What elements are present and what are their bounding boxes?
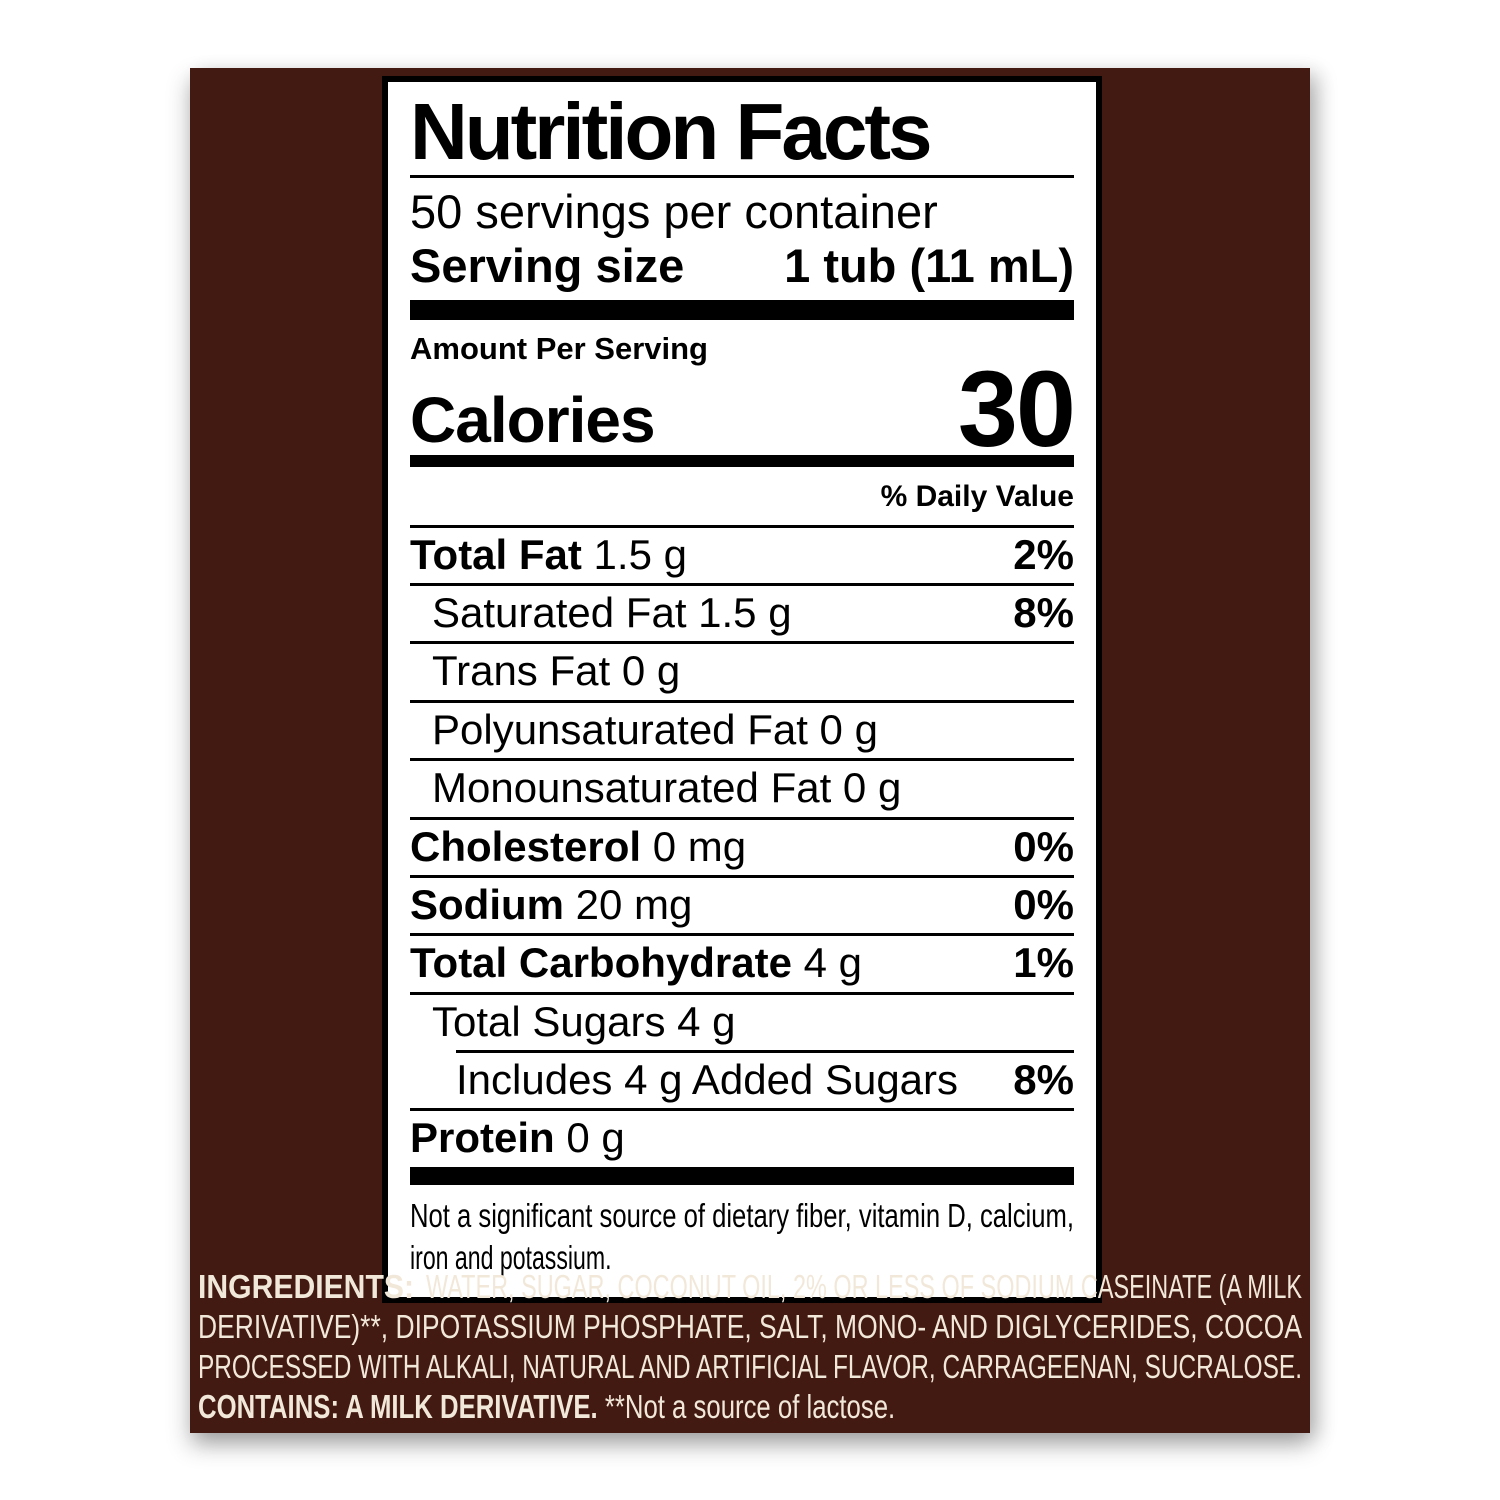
- nutrient-row-protein: Protein 0 g: [410, 1111, 1074, 1166]
- daily-value-header: % Daily Value: [880, 479, 1074, 513]
- lactose-note: **Not a source of lactose.: [598, 1389, 895, 1426]
- panel-title: Nutrition Facts: [410, 87, 932, 176]
- contains-label: CONTAINS: A MILK DERIVATIVE.: [198, 1389, 598, 1426]
- contains-line: CONTAINS: A MILK DERIVATIVE. **Not a sou…: [198, 1389, 895, 1426]
- nutrient-row-total-sugars: Total Sugars 4 g: [410, 995, 1074, 1050]
- daily-value-percent: 8%: [1013, 588, 1074, 636]
- row-divider: [410, 641, 1074, 645]
- nutrient-name-amount: Cholesterol 0 mg: [410, 822, 747, 870]
- section-bar-bottom: [410, 1166, 1074, 1185]
- ingredients-block: INGREDIENTS: WATER, SUGAR, COCONUT OIL, …: [198, 1272, 1302, 1426]
- nutrient-row-saturated-fat: Saturated Fat 1.5 g 8%: [410, 586, 1074, 641]
- servings-per-container: 50 servings per container: [410, 185, 938, 238]
- nutrient-name-amount: Total Carbohydrate 4 g: [410, 939, 862, 987]
- daily-value-percent: 0%: [1013, 880, 1074, 928]
- daily-value-percent: 0%: [1013, 822, 1074, 870]
- serving-size-row: Serving size 1 tub (11 mL): [410, 238, 1074, 293]
- footnote-line2: iron and potassium.: [410, 1240, 611, 1277]
- daily-value-percent: 8%: [1013, 1056, 1074, 1104]
- serving-size-label: Serving size: [410, 238, 685, 292]
- row-divider: [410, 816, 1074, 820]
- row-divider: [410, 874, 1074, 878]
- nutrient-name-amount: Includes 4 g Added Sugars: [456, 1056, 959, 1104]
- nutrient-name-amount: Total Fat 1.5 g: [410, 530, 687, 578]
- row-divider: [410, 699, 1074, 703]
- amount-per-serving-label: Amount Per Serving: [410, 331, 708, 367]
- nutrient-name-amount: Monounsaturated Fat 0 g: [432, 764, 902, 812]
- row-divider: [456, 1050, 1074, 1054]
- nutrient-name-amount: Total Sugars 4 g: [432, 997, 736, 1045]
- footnote-line1: Not a significant source of dietary fibe…: [410, 1197, 1074, 1234]
- daily-value-percent: 1%: [1013, 939, 1074, 987]
- nutrient-row-sodium: Sodium 20 mg 0%: [410, 878, 1074, 933]
- nutrient-name-amount: Saturated Fat 1.5 g: [432, 588, 792, 636]
- daily-value-percent: 2%: [1013, 530, 1074, 578]
- calories-value: 30: [957, 348, 1076, 470]
- row-divider: [410, 524, 1074, 528]
- nutrient-name-amount: Protein 0 g: [410, 1114, 625, 1162]
- ingredients-line1: WATER, SUGAR, COCONUT OIL, 2% OR LESS OF…: [426, 1272, 1302, 1305]
- row-divider: [410, 758, 1074, 762]
- nutrient-name-amount: Polyunsaturated Fat 0 g: [432, 705, 878, 753]
- footnote: Not a significant source of dietary fibe…: [410, 1197, 1074, 1277]
- row-divider: [410, 991, 1074, 995]
- ingredients-label: INGREDIENTS:: [198, 1272, 414, 1305]
- nutrient-row-monounsaturated-fat: Monounsaturated Fat 0 g: [410, 761, 1074, 816]
- nutrition-facts-panel: Nutrition Facts 50 servings per containe…: [382, 76, 1102, 1303]
- nutrient-row-total-fat: Total Fat 1.5 g 2%: [410, 528, 1074, 583]
- nutrient-row-total-carbohydrate: Total Carbohydrate 4 g 1%: [410, 936, 1074, 991]
- row-divider: [410, 933, 1074, 937]
- row-divider: [410, 1108, 1074, 1112]
- nutrient-row-trans-fat: Trans Fat 0 g: [410, 644, 1074, 699]
- nutrient-row-includes-4-g-added-sugars: Includes 4 g Added Sugars 8%: [410, 1053, 1074, 1108]
- nutrient-row-cholesterol: Cholesterol 0 mg 0%: [410, 820, 1074, 875]
- section-bar-medium: [410, 454, 1074, 467]
- nutrient-name-amount: Trans Fat 0 g: [432, 647, 681, 695]
- section-bar-thick: [410, 300, 1074, 321]
- calories-row: Calories 30: [410, 348, 1076, 470]
- product-package-background: Nutrition Facts 50 servings per containe…: [190, 68, 1310, 1433]
- row-divider: [410, 582, 1074, 586]
- nutrient-name-amount: Sodium 20 mg: [410, 880, 693, 928]
- ingredients-line3: PROCESSED WITH ALKALI, NATURAL AND ARTIF…: [198, 1348, 1302, 1385]
- title-divider: [410, 175, 1074, 178]
- nutrient-row-polyunsaturated-fat: Polyunsaturated Fat 0 g: [410, 703, 1074, 758]
- serving-size-value: 1 tub (11 mL): [784, 238, 1074, 292]
- ingredients-line2: DERIVATIVE)**, DIPOTASSIUM PHOSPHATE, SA…: [198, 1308, 1302, 1345]
- nutrient-rows: Total Fat 1.5 g 2% Saturated Fat 1.5 g 8% Tr…: [410, 524, 1074, 1167]
- calories-label: Calories: [410, 383, 656, 456]
